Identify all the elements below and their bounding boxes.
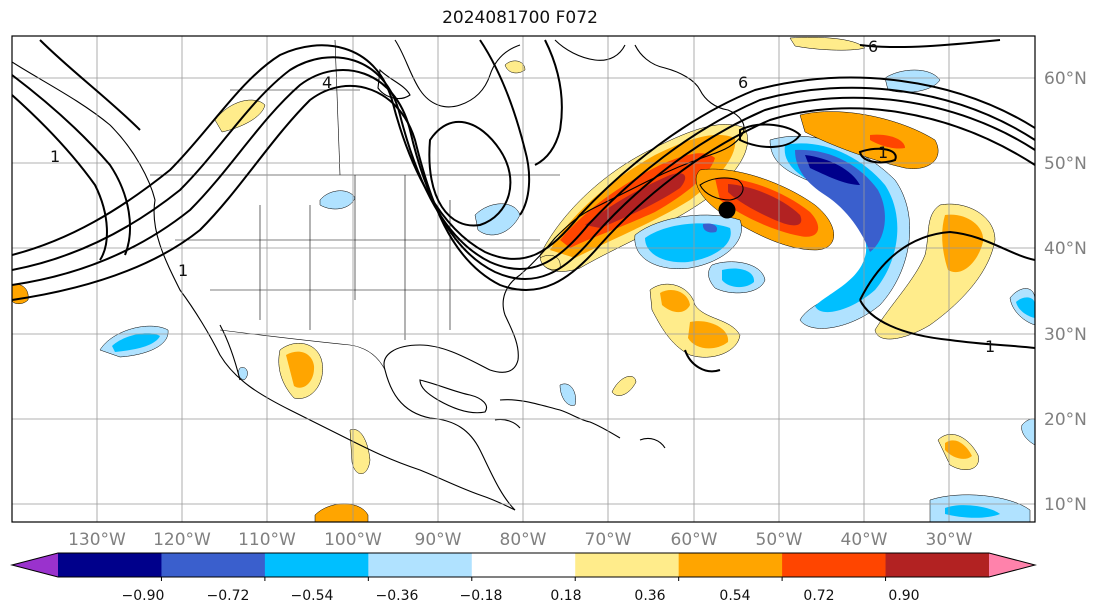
lat-label: 60°N bbox=[1044, 69, 1087, 89]
lon-label: 90°W bbox=[415, 530, 462, 550]
contour-label: 1 bbox=[878, 143, 888, 162]
contour-lines bbox=[12, 39, 1035, 373]
lat-label: 30°N bbox=[1044, 325, 1087, 345]
lon-label: 70°W bbox=[585, 530, 632, 550]
contour-label: 6 bbox=[738, 73, 748, 92]
lon-label: 30°W bbox=[926, 530, 973, 550]
colorbar-segment bbox=[264, 553, 369, 577]
borders bbox=[150, 39, 560, 371]
colorbar-extend-min bbox=[12, 553, 58, 577]
colorbar-tick-label: 0.72 bbox=[803, 588, 834, 604]
colorbar-labels: −0.90 −0.72 −0.54 −0.36 −0.18 0.18 0.36 … bbox=[122, 588, 920, 604]
colorbar-segment bbox=[368, 553, 473, 577]
colorbar-tick-label: −0.54 bbox=[291, 588, 334, 604]
colorbar-tick-label: 0.36 bbox=[634, 588, 665, 604]
coastlines bbox=[12, 39, 745, 511]
colorbar-extend-max bbox=[989, 553, 1035, 577]
lat-label: 50°N bbox=[1044, 154, 1087, 174]
colorbar-segment bbox=[161, 553, 266, 577]
lon-label: 80°W bbox=[500, 530, 547, 550]
contour-labels: 1 4 6 1 1 6 1 bbox=[50, 37, 995, 356]
lon-label: 50°W bbox=[756, 530, 803, 550]
lon-label: 100°W bbox=[324, 530, 382, 550]
colorbar-segment bbox=[575, 553, 680, 577]
lon-label: 120°W bbox=[153, 530, 211, 550]
colorbar bbox=[10, 552, 1037, 581]
colorbar-tick-label: −0.72 bbox=[207, 588, 250, 604]
contour-label: 1 bbox=[985, 337, 995, 356]
colorbar-tick-label: 0.18 bbox=[550, 588, 581, 604]
lat-label: 40°N bbox=[1044, 239, 1087, 259]
colorbar-segment bbox=[885, 553, 990, 577]
colorbar-segment bbox=[471, 553, 576, 577]
contour-label: 1 bbox=[50, 147, 60, 166]
lon-label: 40°W bbox=[841, 530, 888, 550]
contour-label: 4 bbox=[322, 73, 332, 92]
contour-label: 1 bbox=[178, 261, 188, 280]
colorbar-outline bbox=[10, 552, 1037, 578]
lon-label: 130°W bbox=[68, 530, 126, 550]
colorbar-segment bbox=[58, 553, 162, 577]
longitude-labels: 130°W 120°W 110°W 100°W 90°W 80°W 70°W 6… bbox=[68, 530, 973, 550]
storm-position-marker bbox=[718, 201, 736, 219]
colorbar-tick-label: 0.54 bbox=[719, 588, 750, 604]
map-frame bbox=[11, 35, 1036, 523]
map-title: 2024081700 F072 bbox=[442, 8, 598, 28]
lon-label: 60°W bbox=[671, 530, 718, 550]
lat-label: 20°N bbox=[1044, 410, 1087, 430]
positive-anomaly-east bbox=[799, 111, 939, 169]
latitude-labels: 60°N 50°N 40°N 30°N 20°N 10°N bbox=[1044, 69, 1087, 515]
colorbar-tick-label: 0.90 bbox=[888, 588, 919, 604]
graticule bbox=[12, 36, 1035, 522]
colorbar-tick-label: −0.18 bbox=[460, 588, 503, 604]
colorbar-tick-label: −0.36 bbox=[376, 588, 419, 604]
colorbar-segment bbox=[678, 553, 783, 577]
contour-label: 6 bbox=[868, 37, 878, 56]
colorbar-tick-label: −0.90 bbox=[122, 588, 165, 604]
lat-label: 10°N bbox=[1044, 495, 1087, 515]
colorbar-segment bbox=[782, 553, 887, 577]
lon-label: 110°W bbox=[238, 530, 296, 550]
